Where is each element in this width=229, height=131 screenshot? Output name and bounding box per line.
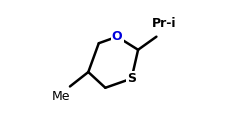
Text: Pr-i: Pr-i: [152, 17, 177, 30]
Text: Me: Me: [52, 90, 70, 103]
Text: S: S: [127, 72, 136, 85]
Text: O: O: [112, 30, 123, 43]
